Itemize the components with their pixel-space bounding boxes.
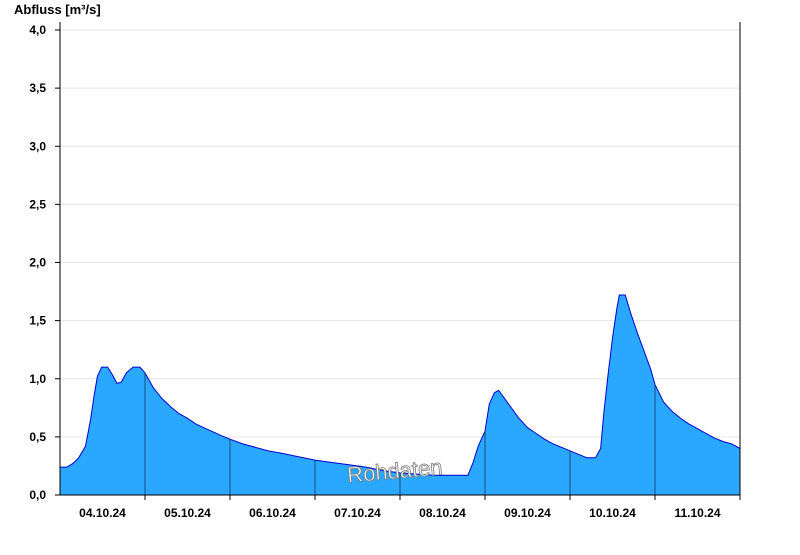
x-tick-label: 04.10.24 — [79, 506, 126, 520]
y-tick-label: 0,0 — [29, 488, 46, 502]
x-tick-labels: 04.10.24 05.10.24 06.10.24 07.10.24 08.10.24… — [79, 495, 741, 520]
x-tick-label: 10.10.24 — [589, 506, 636, 520]
y-tick-label: 3,5 — [29, 81, 46, 95]
y-tick-label: 1,5 — [29, 314, 46, 328]
x-tick-label: 05.10.24 — [164, 506, 211, 520]
y-tick-labels: 0,0 0,5 1,0 1,5 2,0 2,5 3,0 3,5 4,0 — [29, 23, 46, 502]
x-tick-label: 09.10.24 — [504, 506, 551, 520]
series-line — [60, 294, 741, 476]
x-tick-label: 06.10.24 — [249, 506, 296, 520]
y-tick-label: 2,5 — [29, 197, 46, 211]
y-tick-label: 2,0 — [29, 256, 46, 270]
y-tick-label: 3,0 — [29, 139, 46, 153]
y-tick-label: 0,5 — [29, 430, 46, 444]
x-tick-label: 07.10.24 — [334, 506, 381, 520]
y-axis-label: Abfluss [m³/s] — [14, 2, 101, 17]
y-tick-label: 1,0 — [29, 372, 46, 386]
x-tick-label: 11.10.24 — [674, 506, 720, 520]
x-tick-label: 08.10.24 — [419, 506, 466, 520]
y-tick-label: 4,0 — [29, 23, 46, 37]
day-separators — [144, 372, 656, 495]
